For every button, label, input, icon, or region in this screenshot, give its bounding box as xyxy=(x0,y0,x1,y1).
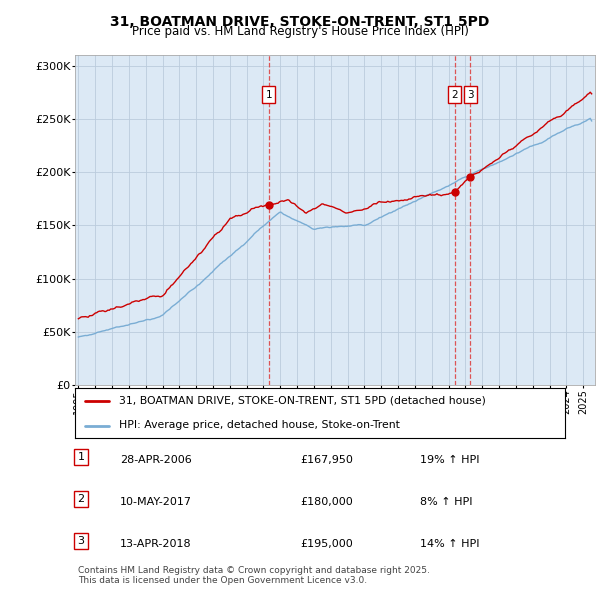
Text: 2: 2 xyxy=(77,494,85,504)
Text: 14% ↑ HPI: 14% ↑ HPI xyxy=(420,539,479,549)
Text: 1: 1 xyxy=(266,90,272,100)
Text: 8% ↑ HPI: 8% ↑ HPI xyxy=(420,497,473,507)
Text: £167,950: £167,950 xyxy=(300,455,353,465)
Text: 1: 1 xyxy=(77,452,85,462)
Text: 31, BOATMAN DRIVE, STOKE-ON-TRENT, ST1 5PD (detached house): 31, BOATMAN DRIVE, STOKE-ON-TRENT, ST1 5… xyxy=(119,395,486,405)
Text: £180,000: £180,000 xyxy=(300,497,353,507)
Text: 28-APR-2006: 28-APR-2006 xyxy=(120,455,192,465)
Text: Price paid vs. HM Land Registry's House Price Index (HPI): Price paid vs. HM Land Registry's House … xyxy=(131,25,469,38)
Text: 10-MAY-2017: 10-MAY-2017 xyxy=(120,497,192,507)
Text: 19% ↑ HPI: 19% ↑ HPI xyxy=(420,455,479,465)
Text: 3: 3 xyxy=(467,90,473,100)
Text: Contains HM Land Registry data © Crown copyright and database right 2025.
This d: Contains HM Land Registry data © Crown c… xyxy=(78,566,430,585)
Text: 31, BOATMAN DRIVE, STOKE-ON-TRENT, ST1 5PD: 31, BOATMAN DRIVE, STOKE-ON-TRENT, ST1 5… xyxy=(110,15,490,29)
Text: 13-APR-2018: 13-APR-2018 xyxy=(120,539,191,549)
Text: HPI: Average price, detached house, Stoke-on-Trent: HPI: Average price, detached house, Stok… xyxy=(119,421,400,431)
Text: 2: 2 xyxy=(451,90,458,100)
Text: £195,000: £195,000 xyxy=(300,539,353,549)
Text: 3: 3 xyxy=(77,536,85,546)
